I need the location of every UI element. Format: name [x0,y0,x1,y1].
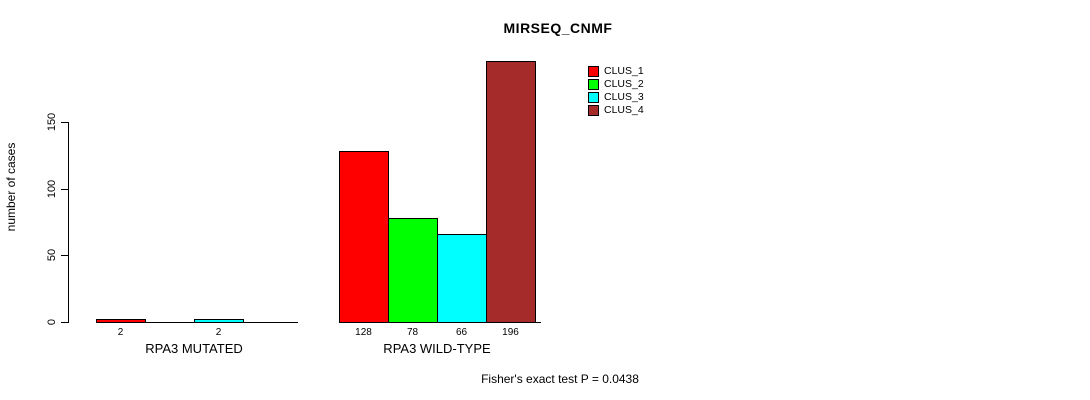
y-axis-tick [61,122,68,123]
legend-label: CLUS_2 [604,78,644,90]
bar-clus_3-group1 [194,319,244,323]
bar-clus_2-group2 [388,218,438,323]
legend-label: CLUS_4 [604,104,644,116]
legend-item-clus_1: CLUS_1 [588,66,644,77]
legend-color-swatch-clus_3 [588,92,599,103]
bar-value-label: 196 [502,327,519,338]
y-axis-line [68,122,69,323]
y-axis-tick-label: 0 [46,318,58,326]
legend-color-swatch-clus_4 [588,105,599,116]
group-label: RPA3 WILD-TYPE [383,341,491,356]
bar-value-label: 2 [215,327,222,338]
bar-value-label: 128 [355,327,372,338]
bar-clus_1-group2 [339,151,389,323]
y-axis-title: number of cases [4,142,18,232]
bar-value-label: 78 [406,327,419,338]
bar-clus_4-group2 [486,61,536,323]
bar-value-label: 2 [117,327,124,338]
fisher-test-annotation: Fisher's exact test P = 0.0438 [481,372,639,386]
legend-label: CLUS_3 [604,91,644,103]
chart-title: MIRSEQ_CNMF [503,20,613,36]
y-axis-tick-label: 100 [46,179,58,199]
legend-item-clus_3: CLUS_3 [588,92,644,103]
y-axis-tick-label: 150 [46,112,58,132]
bar-clus_3-group2 [437,234,487,323]
legend-color-swatch-clus_2 [588,79,599,90]
y-axis-tick [61,255,68,256]
legend-color-swatch-clus_1 [588,66,599,77]
legend: CLUS_1 CLUS_2 CLUS_3 CLUS_4 [588,66,644,118]
legend-label: CLUS_1 [604,65,644,77]
bar-value-label: 66 [455,327,468,338]
y-axis-tick-label: 50 [46,248,58,262]
legend-item-clus_4: CLUS_4 [588,105,644,116]
y-axis-tick [61,189,68,190]
y-axis-tick [61,322,68,323]
group-label: RPA3 MUTATED [145,341,243,356]
bar-clus_1-group1 [96,319,146,323]
legend-item-clus_2: CLUS_2 [588,79,644,90]
